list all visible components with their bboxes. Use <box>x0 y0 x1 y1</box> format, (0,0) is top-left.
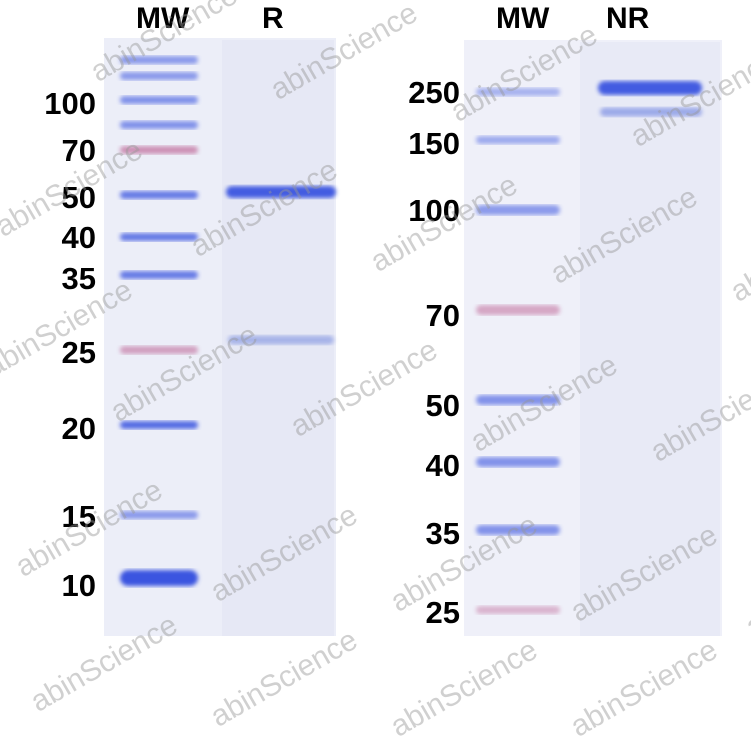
lane-label-mw-left: MW <box>136 2 190 35</box>
marker-label: 10 <box>61 568 96 603</box>
marker-label: 40 <box>61 220 96 255</box>
marker-label: 40 <box>425 448 460 483</box>
lane-label-mw-right: MW <box>496 2 550 35</box>
ladder-band <box>120 233 198 241</box>
lane-label-nr: NR <box>606 2 650 35</box>
ladder-band <box>476 606 560 614</box>
marker-label: 250 <box>408 75 460 110</box>
ladder-band <box>120 570 198 586</box>
ladder-band <box>476 395 560 405</box>
marker-label: 25 <box>61 335 96 370</box>
ladder-band <box>120 511 198 519</box>
band-reduced-light <box>228 335 334 345</box>
band-nonreduced <box>598 81 702 95</box>
band-reduced-heavy <box>226 186 336 198</box>
ladder-band <box>476 205 560 215</box>
band-nonreduced-lower <box>600 107 702 117</box>
marker-label: 70 <box>61 133 96 168</box>
ladder-band <box>120 271 198 279</box>
ladder-band <box>120 346 198 354</box>
lane-label-r: R <box>262 2 284 35</box>
marker-label: 50 <box>61 180 96 215</box>
marker-label: 50 <box>425 388 460 423</box>
gel-image <box>104 38 722 636</box>
ladder-band <box>120 72 198 80</box>
marker-label: 100 <box>44 86 96 121</box>
lane-nr <box>580 42 720 636</box>
ladder-band <box>120 121 198 129</box>
marker-label: 35 <box>61 261 96 296</box>
ladder-band <box>120 56 198 64</box>
marker-label: 20 <box>61 411 96 446</box>
ladder-band <box>476 457 560 467</box>
ladder-band <box>476 305 560 315</box>
ladder-band <box>476 525 560 535</box>
ladder-band <box>120 96 198 104</box>
ladder-band <box>476 88 560 96</box>
marker-label: 100 <box>408 193 460 228</box>
marker-label: 35 <box>425 516 460 551</box>
marker-label: 70 <box>425 298 460 333</box>
marker-label: 15 <box>61 499 96 534</box>
marker-label: 150 <box>408 126 460 161</box>
ladder-band <box>476 136 560 144</box>
ladder-band <box>120 191 198 199</box>
ladder-band <box>120 421 198 429</box>
ladder-band <box>120 146 198 154</box>
marker-label: 25 <box>425 595 460 630</box>
